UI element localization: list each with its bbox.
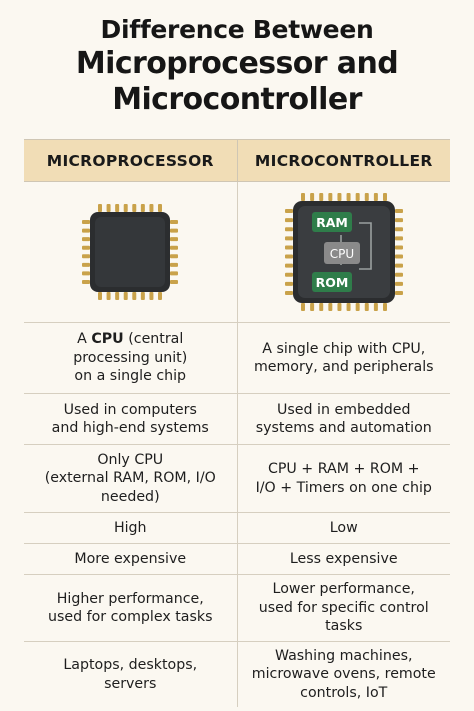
row-7-microprocessor: Laptops, desktops, servers <box>63 657 198 692</box>
table-row: Laptops, desktops, servers Washing machi… <box>24 642 450 707</box>
row-3-microcontroller: CPU + RAM + ROM + I/O + Timers on one ch… <box>236 445 451 512</box>
row-6-microcontroller: Lower performance, used for specific con… <box>236 575 451 641</box>
table-row: A CPU (central processing unit) on a sin… <box>24 323 450 394</box>
title-line-3: Microcontroller <box>112 82 362 117</box>
table-row: High Low <box>24 513 450 544</box>
row-5-microcontroller: Less expensive <box>236 544 451 574</box>
row-1-left-bold: CPU <box>91 331 124 348</box>
row-4-microcontroller: Low <box>236 513 451 543</box>
ram-block <box>311 212 352 232</box>
row-2-microprocessor: Used in computers and high-end systems <box>51 401 209 437</box>
rom-label: ROM <box>315 275 348 290</box>
ram-label: RAM <box>316 215 348 230</box>
microprocessor-chip-cell <box>24 182 237 322</box>
row-7-microcontroller: Washing machines, microwave ovens, remot… <box>236 642 451 707</box>
title-line-2: Microprocessor and <box>75 46 399 81</box>
row-1-left-prefix: A <box>77 331 92 348</box>
row-1-microprocessor: A CPU (central processing unit) on a sin… <box>24 323 237 393</box>
microprocessor-chip-icon <box>82 204 179 300</box>
table-header: MICROPROCESSOR MICROCONTROLLER <box>24 140 450 182</box>
row-6-microprocessor: Higher performance, used for complex tas… <box>47 590 213 626</box>
microcontroller-chip-icon: RAM CPU ROM <box>284 193 403 311</box>
row-1-microcontroller: A single chip with CPU, memory, and peri… <box>236 323 451 393</box>
comparison-table: MICROPROCESSOR MICROCONTROLLER RAM CPU <box>24 139 450 707</box>
row-2-microcontroller: Used in embedded systems and automation <box>236 394 451 444</box>
table-row: Only CPU (external RAM, ROM, I/O needed)… <box>24 445 450 513</box>
row-3-microprocessor: Only CPU (external RAM, ROM, I/O needed) <box>44 451 216 505</box>
page-title: Difference Between Microprocessor and Mi… <box>0 0 474 118</box>
row-1-left-rest: (central processing unit) on a single ch… <box>73 331 188 385</box>
illustration-row: RAM CPU ROM <box>24 182 450 323</box>
rom-block <box>311 272 352 292</box>
header-microprocessor: MICROPROCESSOR <box>46 151 214 170</box>
table-row: Higher performance, used for complex tas… <box>24 575 450 642</box>
row-4-microprocessor: High <box>113 519 147 536</box>
cpu-label: CPU <box>330 247 354 261</box>
table-row: More expensive Less expensive <box>24 544 450 575</box>
table-row: Used in computers and high-end systems U… <box>24 394 450 445</box>
cpu-block <box>323 242 360 264</box>
header-microcontroller: MICROCONTROLLER <box>236 140 451 181</box>
title-line-1: Difference Between <box>100 15 374 44</box>
row-5-microprocessor: More expensive <box>74 550 187 567</box>
microcontroller-chip-cell: RAM CPU ROM <box>236 182 451 322</box>
